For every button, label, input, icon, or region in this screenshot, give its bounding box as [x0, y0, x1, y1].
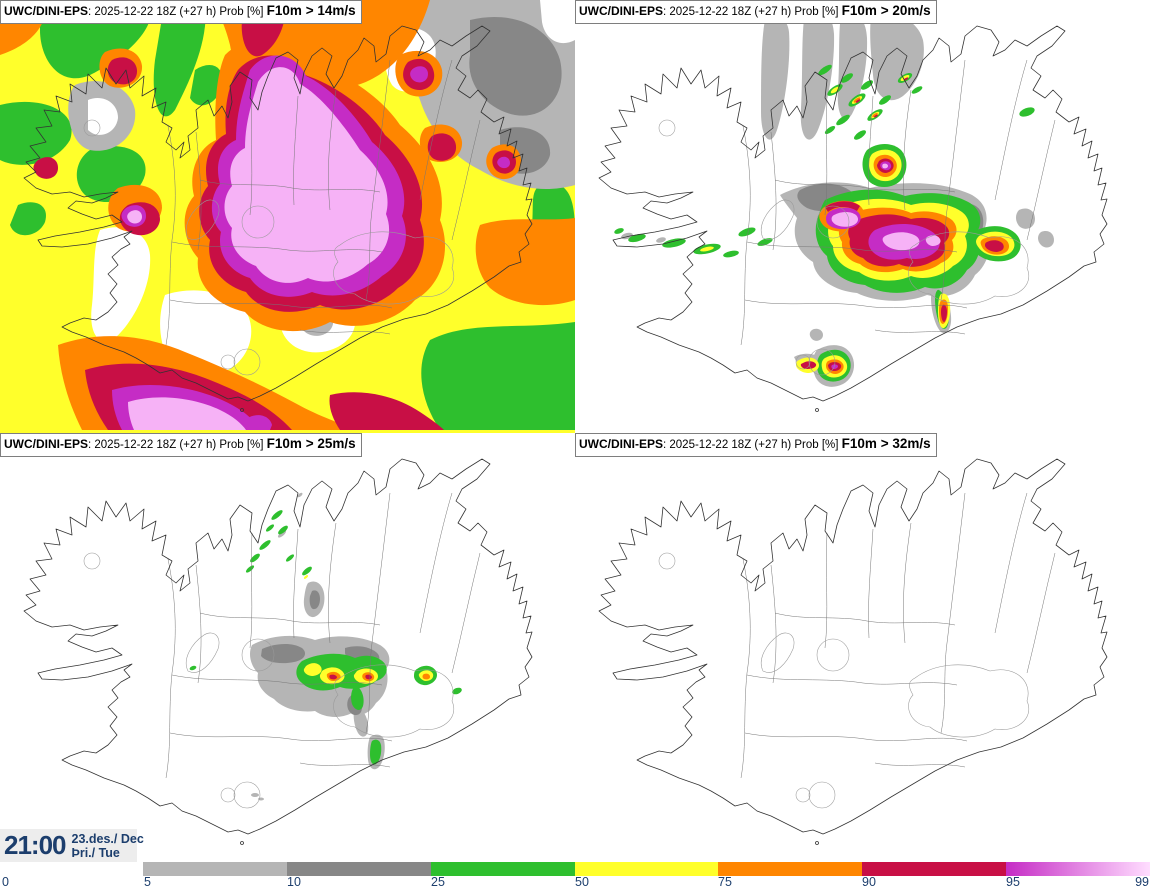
run-label: : 2025-12-22 18Z (+27 h) Prob [%] — [88, 439, 267, 451]
legend-segment-90-95 — [862, 862, 1007, 876]
legend-tick-95: 95 — [1006, 875, 1020, 889]
legend-tick-99: 99 — [1135, 875, 1149, 889]
legend-tick-5: 5 — [144, 875, 151, 889]
map-panel-f10m-20: UWC/DINI-EPS: 2025-12-22 18Z (+27 h) Pro… — [575, 0, 1150, 433]
map-title-32ms: UWC/DINI-EPS: 2025-12-22 18Z (+27 h) Pro… — [575, 433, 937, 457]
legend-tick-25: 25 — [431, 875, 445, 889]
threshold-label: F10m > 14m/s — [266, 3, 356, 18]
legend-segment-95-99 — [1006, 862, 1150, 876]
run-label: : 2025-12-22 18Z (+27 h) Prob [%] — [663, 439, 842, 451]
color-field — [0, 0, 575, 433]
map-panel-f10m-14: UWC/DINI-EPS: 2025-12-22 18Z (+27 h) Pro… — [0, 0, 575, 433]
legend-tick-0: 0 — [2, 875, 9, 889]
valid-date-line1: 23.des./ Dec — [71, 831, 144, 846]
probability-map-14ms — [0, 0, 575, 433]
run-label: : 2025-12-22 18Z (+27 h) Prob [%] — [663, 6, 842, 18]
color-field — [189, 492, 462, 801]
valid-time: 21:00 — [4, 830, 66, 860]
model-label: UWC/DINI-EPS — [579, 4, 663, 18]
threshold-label: F10m > 20m/s — [841, 3, 931, 18]
threshold-label: F10m > 25m/s — [266, 436, 356, 451]
probability-map-32ms — [598, 451, 1108, 845]
map-panel-f10m-25: UWC/DINI-EPS: 2025-12-22 18Z (+27 h) Pro… — [0, 433, 575, 858]
legend-tick-75: 75 — [718, 875, 732, 889]
legend-segment-10-25 — [286, 862, 431, 876]
map-panel-f10m-32: UWC/DINI-EPS: 2025-12-22 18Z (+27 h) Pro… — [575, 433, 1150, 858]
model-label: UWC/DINI-EPS — [4, 4, 88, 18]
map-title-14ms: UWC/DINI-EPS: 2025-12-22 18Z (+27 h) Pro… — [0, 0, 362, 24]
map-title-20ms: UWC/DINI-EPS: 2025-12-22 18Z (+27 h) Pro… — [575, 0, 937, 24]
threshold-label: F10m > 32m/s — [841, 436, 931, 451]
model-label: UWC/DINI-EPS — [4, 437, 88, 451]
valid-time-box: 21:00 23.des./ Dec Þri./ Tue — [0, 829, 144, 862]
model-label: UWC/DINI-EPS — [579, 437, 663, 451]
legend-segment-25-50 — [430, 862, 575, 876]
legend-segment-75-90 — [718, 862, 863, 876]
valid-date-line2: Þri./ Tue — [71, 845, 120, 860]
run-label: : 2025-12-22 18Z (+27 h) Prob [%] — [88, 6, 267, 18]
iceland-outline — [598, 451, 1108, 845]
legend-segment-5-10 — [143, 862, 287, 876]
probability-colorbar — [143, 862, 1150, 876]
legend-tick-50: 50 — [575, 875, 589, 889]
legend-segment-50-75 — [574, 862, 719, 876]
probability-map-25ms — [23, 451, 533, 845]
valid-date: 23.des./ Dec Þri./ Tue — [72, 832, 144, 860]
legend-tick-90: 90 — [862, 875, 876, 889]
legend-tick-10: 10 — [287, 875, 301, 889]
map-title-25ms: UWC/DINI-EPS: 2025-12-22 18Z (+27 h) Pro… — [0, 433, 362, 457]
probability-map-20ms — [598, 9, 1108, 412]
